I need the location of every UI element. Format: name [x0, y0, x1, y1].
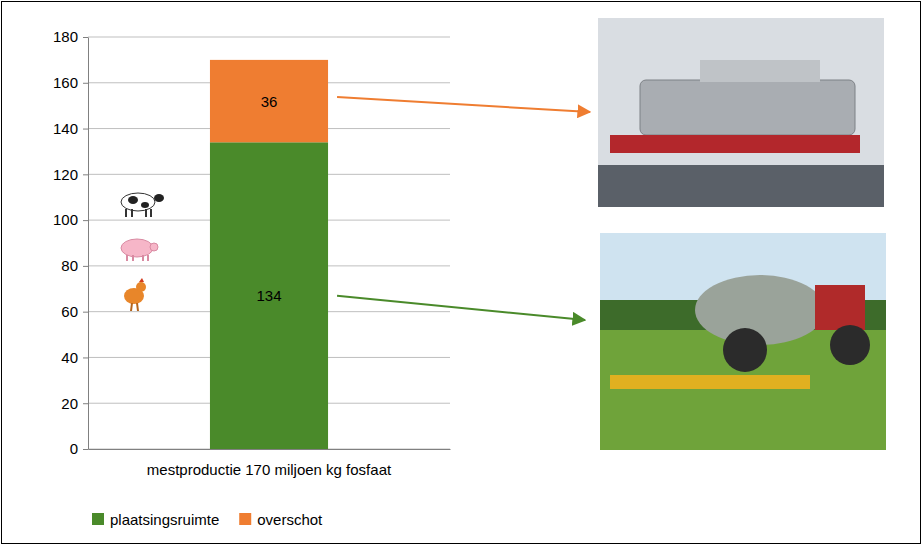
animal-icons — [121, 193, 164, 311]
chicken-leg — [131, 303, 132, 311]
y-axis: 0 20 40 60 80 100 120 140 160 180 — [53, 28, 89, 457]
legend-item: plaatsingsruimte — [92, 511, 219, 528]
y-tick-label: 120 — [53, 166, 78, 183]
pig-snout — [150, 243, 158, 251]
photos — [598, 18, 886, 450]
y-tick-label: 180 — [53, 28, 78, 45]
y-tick-mark — [83, 357, 88, 358]
photo-frame-red — [610, 135, 860, 153]
legend: plaatsingsruimte overschot — [92, 511, 323, 528]
pig-leg — [142, 255, 144, 261]
legend-swatch — [239, 513, 251, 525]
cow-body — [121, 193, 155, 211]
x-tick: mestproductie 170 miljoen kg fosfaat — [147, 449, 392, 478]
cow-spot — [128, 196, 138, 204]
photo-ground — [598, 165, 884, 207]
y-axis-line — [88, 38, 89, 450]
y-tick-mark — [83, 83, 88, 84]
grid — [88, 37, 450, 449]
data-label: 36 — [261, 93, 278, 110]
chicken-leg — [137, 303, 138, 311]
y-tick: 60 — [61, 303, 88, 320]
cow-head — [154, 194, 164, 202]
photo-spreader — [600, 233, 886, 450]
y-tick-mark — [83, 129, 88, 130]
chicken-comb — [139, 278, 144, 282]
y-tick: 20 — [61, 395, 88, 412]
data-labels: 134 36 — [256, 93, 281, 305]
y-tick-label: 40 — [61, 349, 78, 366]
y-tick: 120 — [53, 166, 88, 183]
legend-label: plaatsingsruimte — [110, 511, 219, 528]
photo-sky — [600, 233, 886, 450]
legend-swatch — [92, 513, 104, 525]
y-tick-mark — [83, 174, 88, 175]
bar-segment — [210, 142, 328, 449]
pig-leg — [147, 255, 149, 261]
data-label: 134 — [256, 287, 281, 304]
legend-label: overschot — [257, 511, 323, 528]
y-tick-label: 80 — [61, 257, 78, 274]
photo-sky — [598, 18, 884, 207]
y-tick-mark — [83, 266, 88, 267]
x-tick-label: mestproductie 170 miljoen kg fosfaat — [147, 461, 392, 478]
photo-installation — [598, 18, 884, 207]
y-tick: 80 — [61, 257, 88, 274]
cow-spot — [141, 202, 149, 208]
cow-leg — [150, 209, 152, 217]
photo-boom — [610, 375, 810, 389]
arrow — [337, 296, 585, 320]
y-tick-mark — [83, 449, 88, 450]
grid-line — [88, 37, 450, 38]
y-tick-label: 60 — [61, 303, 78, 320]
photo-cylinder — [640, 80, 855, 135]
photo-box — [700, 60, 820, 82]
y-tick-mark — [83, 220, 88, 221]
chicken-icon — [124, 278, 146, 311]
cow-leg — [145, 209, 147, 217]
y-tick-mark — [83, 312, 88, 313]
pig-icon — [121, 239, 158, 261]
cow-icon — [121, 193, 164, 217]
x-axis-line — [89, 449, 451, 450]
y-tick-label: 160 — [53, 74, 78, 91]
y-tick: 0 — [70, 440, 88, 457]
y-tick-label: 0 — [70, 440, 78, 457]
photo-wheel — [830, 325, 870, 365]
photo-tractor — [815, 285, 865, 330]
arrow — [337, 97, 590, 112]
y-tick: 180 — [53, 28, 88, 45]
photo-wheel — [723, 328, 767, 372]
x-axis: mestproductie 170 miljoen kg fosfaat — [89, 449, 451, 478]
y-tick-label: 20 — [61, 395, 78, 412]
bars — [210, 60, 328, 449]
cow-leg — [125, 209, 127, 217]
pig-leg — [126, 255, 128, 261]
y-tick-label: 140 — [53, 120, 78, 137]
pig-leg — [132, 255, 134, 261]
legend-item: overschot — [239, 511, 323, 528]
bar-segment — [210, 60, 328, 142]
y-tick: 140 — [53, 120, 88, 137]
y-tick: 100 — [53, 211, 88, 228]
y-tick-mark — [83, 403, 88, 404]
pig-body — [121, 239, 153, 257]
y-tick-mark — [83, 37, 88, 38]
chicken-head — [136, 282, 146, 292]
arrows — [337, 97, 590, 320]
y-tick: 40 — [61, 349, 88, 366]
y-tick: 160 — [53, 74, 88, 91]
chart: 0 20 40 60 80 100 120 140 160 180 mestproductie 17… — [0, 0, 922, 545]
frame — [2, 2, 921, 544]
cow-leg — [131, 209, 133, 217]
y-tick-label: 100 — [53, 211, 78, 228]
